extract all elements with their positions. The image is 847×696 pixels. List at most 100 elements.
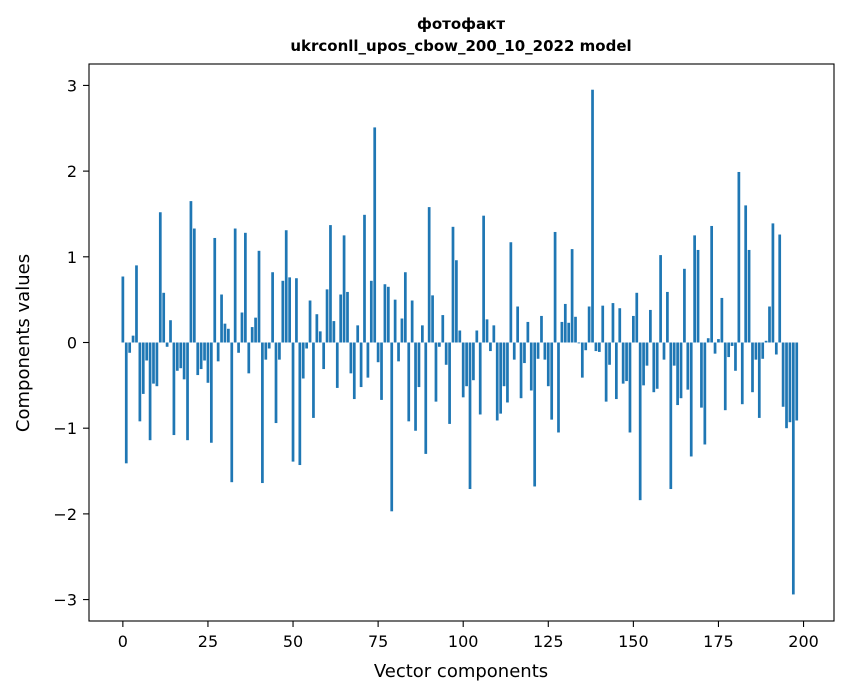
- bar: [737, 171, 741, 343]
- bar: [318, 331, 322, 343]
- bar: [410, 300, 414, 343]
- x-axis-ticks: 0 25 50 75 100 125 150 175 200: [118, 621, 819, 651]
- bar: [451, 226, 455, 343]
- bar: [274, 342, 278, 424]
- chart-title-group: фотофакт ukrconll_upos_cbow_200_10_2022 …: [290, 15, 631, 55]
- x-tick-label: 75: [368, 632, 388, 651]
- bar: [686, 342, 690, 390]
- bar: [465, 342, 468, 387]
- y-tick-label: −1: [53, 419, 77, 438]
- y-axis-label: Components values: [13, 254, 34, 432]
- bar: [642, 342, 645, 386]
- bar: [574, 316, 577, 343]
- bar: [706, 338, 710, 343]
- bar: [679, 342, 683, 399]
- bar: [366, 342, 370, 378]
- bar: [339, 294, 343, 343]
- bar: [649, 309, 652, 343]
- y-tick-label: 2: [67, 162, 77, 181]
- bar: [397, 342, 400, 362]
- bar: [628, 342, 632, 433]
- bar: [424, 342, 428, 454]
- bar: [689, 342, 693, 457]
- bar: [254, 317, 257, 343]
- bar: [220, 294, 223, 343]
- bar: [192, 228, 196, 343]
- bar: [734, 342, 737, 371]
- bar: [390, 342, 394, 512]
- bar: [502, 342, 506, 387]
- y-tick-label: −3: [53, 591, 77, 610]
- bar: [563, 303, 567, 343]
- bar: [152, 342, 155, 384]
- bar: [189, 201, 193, 343]
- bar: [529, 342, 533, 391]
- x-tick-label: 150: [618, 632, 649, 651]
- bar: [359, 342, 363, 388]
- bar: [421, 325, 424, 343]
- bar: [237, 342, 240, 353]
- bar: [472, 342, 475, 381]
- bar: [145, 342, 149, 361]
- bar: [325, 289, 329, 343]
- bar: [754, 342, 758, 360]
- bar: [621, 342, 625, 384]
- bar: [475, 330, 479, 343]
- bar: [209, 342, 213, 443]
- bar: [546, 342, 550, 387]
- bar: [618, 308, 622, 343]
- bar: [672, 342, 676, 366]
- bar: [632, 315, 635, 343]
- y-tick-label: 0: [67, 334, 77, 353]
- bar: [764, 340, 768, 343]
- bar: [230, 342, 234, 483]
- bar: [267, 342, 271, 349]
- bar: [740, 342, 744, 405]
- bar: [376, 342, 380, 363]
- bar: [468, 342, 472, 490]
- bar: [696, 249, 700, 343]
- bar: [533, 342, 537, 487]
- bar: [128, 342, 132, 353]
- bar: [499, 342, 502, 414]
- bar: [182, 342, 186, 380]
- bar: [315, 314, 319, 343]
- bar: [346, 291, 349, 343]
- bar: [506, 342, 509, 403]
- bar: [158, 212, 162, 343]
- bar: [553, 231, 557, 343]
- bar: [536, 342, 540, 359]
- bar: [458, 330, 462, 343]
- bar: [349, 342, 353, 374]
- bar: [519, 342, 523, 399]
- bar: [417, 342, 421, 388]
- bar: [638, 342, 642, 501]
- bar: [148, 342, 152, 441]
- bar: [206, 342, 210, 383]
- bar: [662, 342, 666, 360]
- bar: [295, 278, 298, 343]
- bar: [431, 295, 434, 343]
- bar: [669, 342, 673, 490]
- bar: [478, 342, 482, 415]
- chart-title: фотофакт: [417, 15, 505, 33]
- y-tick-label: −2: [53, 505, 77, 524]
- plot-frame: [88, 63, 835, 622]
- bar: [713, 342, 717, 354]
- bar: [655, 342, 659, 389]
- chart-subtitle: ukrconll_upos_cbow_200_10_2022 model: [290, 37, 631, 55]
- bar: [369, 280, 373, 343]
- bar: [747, 249, 751, 343]
- bar: [482, 215, 485, 343]
- bar: [213, 237, 217, 343]
- bar: [577, 342, 581, 344]
- bar: [308, 300, 312, 343]
- bar: [771, 223, 775, 343]
- bar: [492, 325, 496, 343]
- bar: [169, 320, 172, 343]
- x-tick-label: 200: [788, 632, 819, 651]
- bar: [322, 342, 326, 370]
- bar: [250, 327, 254, 343]
- bar: [543, 342, 547, 360]
